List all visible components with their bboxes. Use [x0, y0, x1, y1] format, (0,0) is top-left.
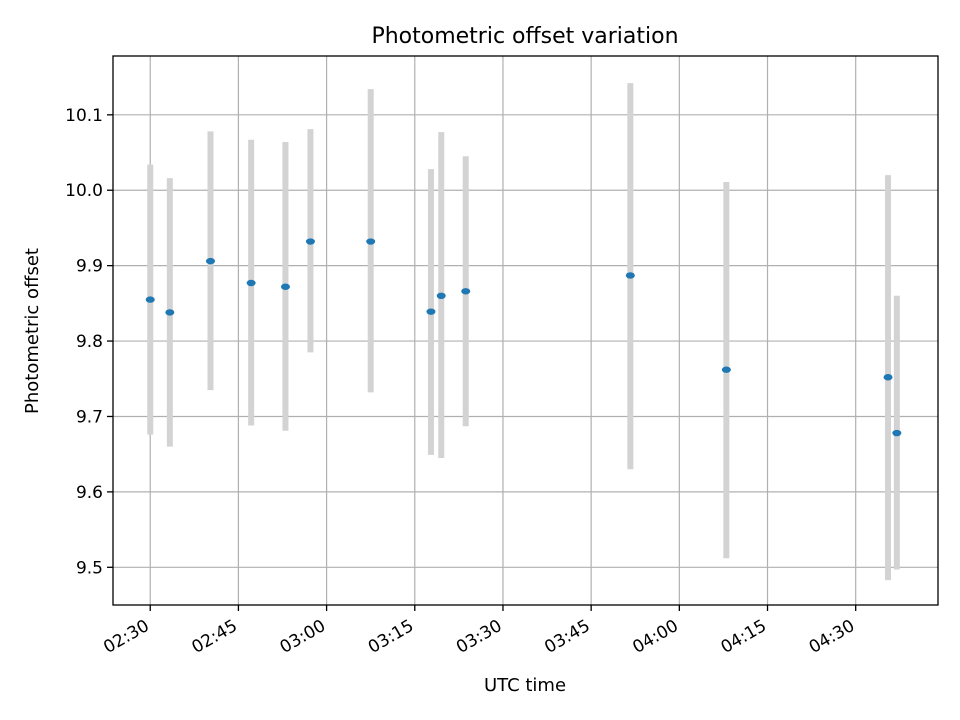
- data-point: [205, 257, 215, 265]
- data-point: [426, 308, 436, 315]
- y-tick-label: 9.7: [76, 407, 103, 427]
- x-tick-label: 03:00: [277, 616, 329, 658]
- y-axis: 9.5 9.6 9.7 9.8 9.9 10.0 10.1: [65, 106, 113, 578]
- y-tick-label: 9.5: [76, 558, 103, 578]
- data-point: [165, 309, 175, 316]
- chart-title: Photometric offset variation: [371, 24, 678, 49]
- y-axis-label: Photometric offset: [22, 248, 43, 414]
- x-tick-label: 04:00: [629, 616, 681, 658]
- y-tick-label: 10.1: [65, 106, 103, 126]
- x-tick-label: 02:30: [100, 616, 152, 658]
- x-tick-label: 03:30: [453, 616, 505, 658]
- plot-frame: [112, 55, 939, 606]
- data-point: [461, 288, 471, 295]
- data-point: [892, 429, 902, 437]
- x-axis: 02:30 02:45 03:00 03:15 03:30 03:45 04:00 04:15…: [100, 605, 858, 658]
- y-tick-label: 9.8: [76, 332, 103, 352]
- data-point: [625, 272, 635, 279]
- data-point: [721, 366, 731, 373]
- x-tick-label: 03:45: [541, 616, 593, 658]
- x-tick-label: 04:15: [718, 616, 770, 658]
- grid: [113, 56, 938, 605]
- data-point: [280, 283, 290, 290]
- data-point: [436, 292, 446, 300]
- x-axis-label: UTC time: [484, 675, 566, 696]
- error-bars: [147, 83, 900, 581]
- x-tick-label: 03:15: [365, 616, 417, 658]
- y-tick-label: 9.9: [76, 257, 103, 277]
- data-points: [145, 238, 902, 437]
- data-point: [305, 238, 315, 245]
- y-tick-label: 10.0: [65, 181, 103, 201]
- y-tick-label: 9.6: [76, 483, 103, 503]
- data-point: [366, 238, 376, 245]
- x-tick-label: 04:30: [806, 616, 858, 658]
- data-point: [145, 296, 155, 303]
- data-point: [246, 279, 256, 287]
- data-point: [883, 374, 893, 381]
- x-tick-label: 02:45: [188, 616, 240, 658]
